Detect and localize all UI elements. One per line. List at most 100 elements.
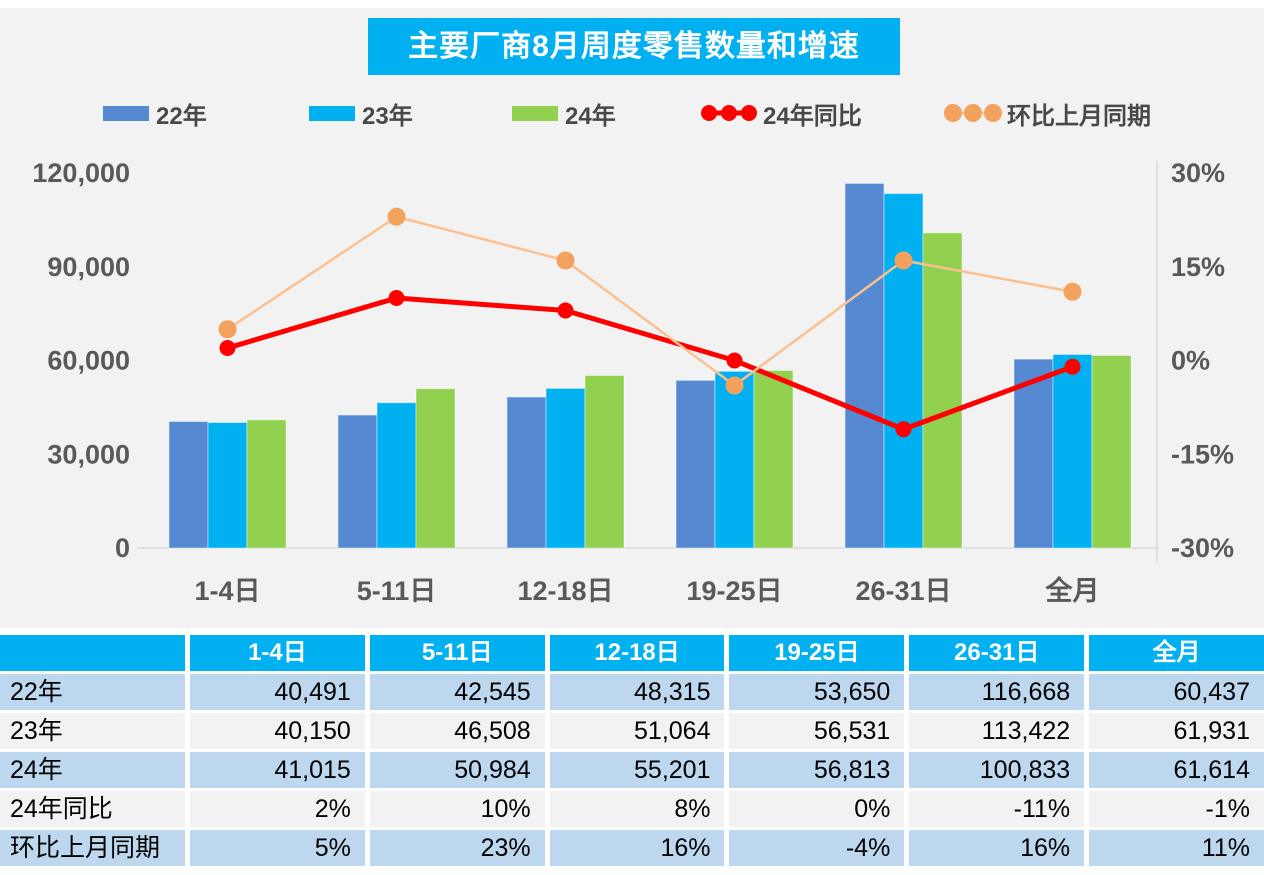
legend-bar-swatch-icon (103, 105, 149, 121)
table-row-label: 24年 (0, 752, 185, 788)
table-header-cell: 全月 (1089, 635, 1264, 671)
bar-22年 (506, 396, 547, 549)
line-marker-24年同比 (219, 340, 236, 356)
table-header-cell: 1-4日 (190, 635, 365, 671)
chart-svg: 0 30,000 60,000 90,000 120,000 -30% -15% 0% 15% 3… (32, 158, 1234, 606)
line-marker-24年同比 (726, 352, 743, 369)
table-cell: 40,150 (190, 713, 365, 749)
legend-label: 24年 (565, 102, 616, 130)
table-cell: 16% (549, 830, 725, 866)
table-cell: 53,650 (729, 674, 905, 710)
legend-item-环比上月同期: 环比上月同期 (944, 98, 1151, 130)
table-cell: 56,813 (729, 752, 905, 788)
table-cell: 50,984 (369, 752, 545, 788)
table-header-cell: 26-31日 (909, 635, 1085, 671)
bar-23年 (207, 422, 248, 549)
table-header-cell: 5-11日 (369, 635, 545, 671)
legend-item-24年同比: 24年同比 (700, 98, 862, 130)
legend-bar-swatch-icon (512, 105, 558, 121)
table-row-label: 23年 (0, 713, 185, 749)
table-cell: 2% (190, 791, 365, 827)
table-cell: 46,508 (369, 713, 545, 749)
x-axis-category-label: 12-18日 (517, 576, 613, 606)
line-marker-环比上月同期 (218, 320, 237, 339)
chart-title: 主要厂商8月周度零售数量和增速 (368, 18, 900, 75)
table-cell: 8% (549, 791, 725, 827)
line-marker-24年同比 (1064, 358, 1081, 375)
right-axis-tick-label: -15% (1171, 439, 1234, 469)
y-axis-tick-label: 60,000 (47, 346, 130, 376)
line-series-24年同比 (225, 295, 1075, 432)
table-cell: 61,614 (1089, 752, 1264, 788)
bar-22年 (168, 420, 209, 549)
right-axis-tick-label: -30% (1171, 533, 1234, 563)
table-cell: 5% (190, 830, 365, 866)
table-cell: 61,931 (1089, 713, 1264, 749)
table-header-cell: 12-18日 (549, 635, 725, 671)
bar-24年 (753, 369, 794, 549)
line-marker-环比上月同期 (1063, 282, 1082, 301)
legend-line-swatch-icon (701, 105, 757, 121)
table-cell: -4% (729, 830, 905, 866)
y-axis-tick-label: 120,000 (32, 158, 130, 188)
legend-bar-swatch-icon (309, 105, 355, 121)
table-header-cell: 19-25日 (729, 635, 905, 671)
bar-23年 (883, 193, 924, 549)
right-axis-tick-label: 30% (1171, 158, 1225, 188)
line-marker-环比上月同期 (387, 207, 406, 226)
bar-24年 (584, 374, 625, 549)
bar-22年 (337, 414, 378, 549)
table-cell: 56,531 (729, 713, 905, 749)
right-axis-tick-label: 15% (1171, 252, 1225, 282)
legend-item-22年: 22年 (103, 98, 207, 130)
bar-23年 (376, 402, 417, 549)
table-cell: 42,545 (369, 674, 545, 710)
bar-24年 (246, 419, 287, 549)
table-cell: 116,668 (909, 674, 1085, 710)
x-axis-category-label: 全月 (1045, 575, 1100, 606)
x-axis-category-label: 26-31日 (855, 576, 951, 606)
table-cell: 23% (369, 830, 545, 866)
table-row-label: 环比上月同期 (0, 830, 185, 866)
y-axis-tick-label: 0 (115, 533, 130, 563)
bar-23年 (545, 387, 586, 549)
line-marker-环比上月同期 (725, 376, 744, 395)
bar-23年 (714, 370, 755, 549)
table-cell: 11% (1089, 830, 1264, 866)
table-cell: 55,201 (549, 752, 725, 788)
table-cell: 60,437 (1089, 674, 1264, 710)
data-table: 1-4日 5-11日 12-18日 19-25日 26-31日 全月 22年 40,491 42… (0, 635, 1264, 866)
legend-item-23年: 23年 (309, 98, 413, 130)
bar-22年 (675, 379, 716, 549)
table-cell: 10% (369, 791, 545, 827)
table-cell: 113,422 (909, 713, 1085, 749)
table-cell: 48,315 (549, 674, 725, 710)
x-axis-category-label: 5-11日 (357, 576, 437, 606)
line-marker-24年同比 (895, 421, 912, 438)
line-marker-24年同比 (557, 302, 574, 319)
table-cell: 100,833 (909, 752, 1085, 788)
table-cell: 40,491 (190, 674, 365, 710)
right-axis-tick-label: 0% (1171, 346, 1210, 376)
legend-label: 22年 (156, 102, 207, 130)
x-axis-category-label: 19-25日 (686, 576, 782, 606)
legend-label: 环比上月同期 (1007, 102, 1151, 130)
bar-22年 (1013, 358, 1054, 549)
x-axis-category-label: 1-4日 (194, 576, 260, 606)
table-cell: -1% (1089, 791, 1264, 827)
y-axis-tick-label: 90,000 (47, 252, 130, 282)
line-marker-24年同比 (388, 290, 405, 306)
table-header-corner-cell (0, 635, 185, 671)
bar-24年 (415, 388, 456, 549)
line-marker-环比上月同期 (894, 251, 913, 270)
bar-24年 (922, 232, 963, 549)
y-axis-tick-label: 30,000 (47, 439, 130, 469)
line-marker-环比上月同期 (556, 251, 575, 270)
table-cell: 51,064 (549, 713, 725, 749)
chart-legend: 22年 23年 24年 24年同比 环比上月同期 (0, 98, 1264, 130)
table-row-label: 24年同比 (0, 791, 185, 827)
legend-line-swatch-icon (944, 104, 1002, 122)
line-series-环比上月同期 (226, 215, 1074, 387)
legend-label: 24年同比 (763, 102, 862, 130)
